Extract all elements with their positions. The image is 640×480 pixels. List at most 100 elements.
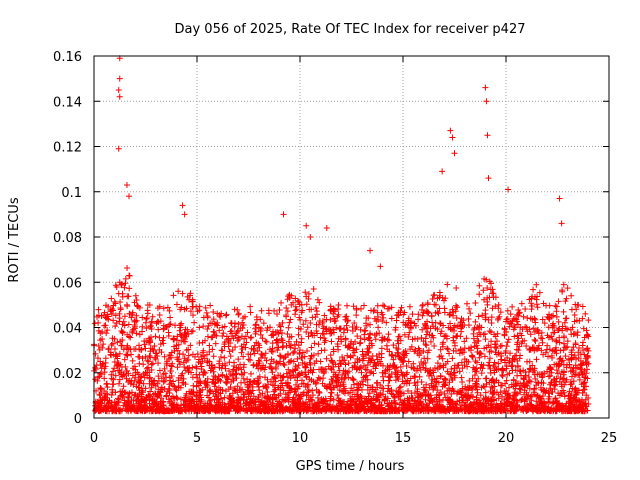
data-point	[314, 399, 321, 406]
data-point	[573, 306, 580, 313]
data-point	[440, 378, 447, 385]
data-point	[436, 391, 443, 398]
data-point	[108, 342, 115, 349]
data-point	[145, 339, 152, 346]
data-point	[130, 397, 137, 404]
data-point	[397, 363, 404, 370]
data-point	[284, 374, 291, 381]
data-point	[472, 407, 479, 414]
data-point	[151, 400, 158, 407]
data-point	[121, 356, 128, 363]
data-point	[153, 350, 160, 357]
data-point	[313, 328, 320, 335]
data-point	[226, 359, 233, 366]
data-point	[136, 390, 143, 397]
data-point	[445, 324, 452, 331]
data-point	[338, 376, 345, 383]
data-point	[237, 325, 244, 332]
data-point	[278, 299, 285, 306]
data-point	[419, 302, 426, 309]
data-point	[354, 408, 361, 415]
data-point	[357, 335, 364, 342]
data-point	[143, 405, 150, 412]
data-point	[577, 365, 584, 372]
data-point	[196, 387, 203, 394]
data-point	[573, 317, 580, 324]
data-point	[225, 335, 232, 342]
data-point	[330, 396, 337, 403]
data-point	[209, 320, 216, 327]
data-point	[416, 362, 423, 369]
data-point	[235, 336, 242, 343]
data-point	[438, 352, 445, 359]
data-point	[470, 326, 477, 333]
data-point	[363, 322, 370, 329]
data-point	[241, 369, 248, 376]
data-point	[349, 407, 356, 414]
data-point	[210, 353, 217, 360]
data-point	[580, 325, 587, 332]
data-point	[564, 285, 571, 292]
data-point	[244, 381, 251, 388]
data-point	[136, 360, 143, 367]
data-point	[235, 356, 242, 363]
data-point	[547, 385, 554, 392]
data-point	[228, 328, 235, 335]
data-point	[461, 338, 468, 345]
data-point	[189, 303, 196, 310]
data-point	[394, 374, 401, 381]
data-point	[155, 386, 162, 393]
data-point	[240, 375, 247, 382]
data-point	[122, 405, 129, 412]
data-point	[123, 345, 130, 352]
data-point	[370, 408, 377, 415]
data-point	[424, 301, 431, 308]
data-point	[406, 303, 413, 310]
data-point	[174, 354, 181, 361]
y-axis-label: ROTI / TECUs	[7, 197, 22, 282]
data-point	[445, 397, 452, 404]
data-point	[384, 388, 391, 395]
data-point	[482, 336, 489, 343]
data-point	[225, 386, 232, 393]
data-point	[490, 362, 497, 369]
data-point	[167, 352, 174, 359]
data-point	[101, 309, 108, 316]
data-point	[519, 405, 526, 412]
data-point	[234, 383, 241, 390]
data-point	[477, 392, 484, 399]
data-point	[100, 341, 107, 348]
data-point	[121, 313, 128, 320]
data-point	[258, 407, 265, 414]
data-point	[361, 302, 368, 309]
x-tick-label: 5	[193, 431, 201, 446]
data-point	[469, 393, 476, 400]
data-point	[526, 347, 533, 354]
data-point	[511, 324, 518, 331]
data-point	[561, 334, 568, 341]
data-point	[559, 323, 566, 330]
data-point	[560, 368, 567, 375]
data-point	[562, 353, 569, 360]
data-point	[187, 342, 194, 349]
data-point	[509, 303, 516, 310]
data-point	[256, 387, 263, 394]
data-point	[479, 365, 486, 372]
data-point	[340, 381, 347, 388]
data-point	[312, 403, 319, 410]
data-point	[397, 397, 404, 404]
data-point	[188, 369, 195, 376]
data-point	[287, 344, 294, 351]
data-point	[374, 302, 381, 309]
data-point	[482, 330, 489, 337]
data-point	[549, 354, 556, 361]
data-point	[161, 365, 168, 372]
data-point	[514, 403, 521, 410]
data-point	[423, 308, 430, 315]
data-point	[302, 289, 309, 296]
data-point	[365, 315, 372, 322]
data-point	[381, 303, 388, 310]
data-point	[298, 309, 305, 316]
data-point	[154, 380, 161, 387]
data-point	[174, 333, 181, 340]
